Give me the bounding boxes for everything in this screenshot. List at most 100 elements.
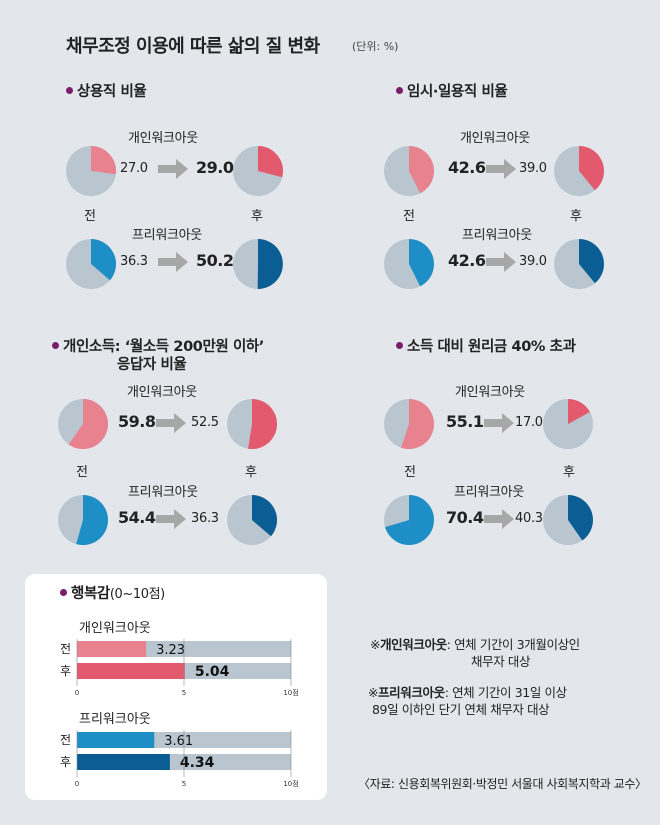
series-label: 프리워크아웃 [462,228,532,243]
footnote-line2: 채무자 대상 [471,654,531,669]
bar-value-label: 5.04 [195,664,230,680]
after-label: 후 [570,209,582,224]
bar [77,663,185,679]
tick-label: 5 [182,689,186,697]
pie-chart [66,146,116,196]
arrow-icon [486,252,516,272]
pie-chart [66,239,117,289]
tick-label: 10점 [283,689,298,697]
pie-slice [91,239,117,281]
series-label: 프리워크아웃 [454,485,524,500]
before-label: 전 [76,465,88,480]
pie-slice [76,495,109,545]
panel-title: 개인소득: ‘월소득 200만원 이하’ [52,338,264,356]
pie-chart [384,495,435,545]
bar-value-label: 3.23 [156,643,185,658]
pie-chart [543,399,593,449]
bar-value-label: 4.34 [180,755,215,771]
after-label: 후 [563,465,575,480]
bullet-dot [60,589,67,596]
arrow-icon [158,159,188,179]
pie-chart [384,146,435,196]
value-label: 52.5 [191,415,219,430]
series-label: 개인워크아웃 [128,131,198,146]
panel-title-line2: 응답자 비율 [117,357,187,373]
bullet-dot [52,342,59,349]
value-label: 42.6 [448,158,486,177]
before-label: 전 [60,642,71,656]
series-label: 프리워크아웃 [132,228,202,243]
value-label: 17.0 [515,415,543,430]
tick-label: 10점 [283,780,298,788]
pie-slice [91,146,116,175]
value-label: 59.8 [118,412,156,431]
pie-slice [579,146,605,191]
arrow-icon [158,252,188,272]
arrow-icon [484,413,514,433]
value-label: 70.4 [446,508,484,527]
bullet-dot [66,87,73,94]
value-label: 39.0 [519,161,547,176]
pie-slice [401,399,434,449]
value-label: 55.1 [446,412,484,431]
series-label: 개인워크아웃 [127,385,197,400]
source-label: 〈자료: 신용회복위원회·박정민 서울대 사회복지학과 교수〉 [358,777,647,791]
bar [77,641,147,657]
pie-chart [227,495,278,545]
series-label: 프리워크아웃 [128,485,198,500]
pie-chart [227,399,278,449]
tick-label: 0 [75,689,79,697]
pie-chart [554,146,605,196]
panel-title: 상용직 비율 [66,83,147,101]
value-label: 50.2 [196,251,234,270]
pie-slice [568,495,594,541]
pie-chart [543,495,594,545]
series-label: 개인워크아웃 [455,385,525,400]
before-label: 전 [403,209,415,224]
bullet-dot [396,342,403,349]
arrow-icon [156,413,186,433]
pie-chart [384,239,435,289]
bar [77,754,170,770]
group-label: 개인워크아웃 [79,621,151,636]
pie-slice [252,495,278,537]
value-label: 42.6 [448,251,486,270]
pie-slice [248,399,278,449]
value-label: 36.3 [191,511,219,526]
value-label: 36.3 [120,254,148,269]
value-label: 54.4 [118,508,156,527]
footnote-line2: 89일 이하인 단기 연체 채무자 대상 [372,702,550,717]
panel-title: 임시·일용직 비율 [396,83,508,101]
before-label: 전 [404,465,416,480]
pie-slice [409,146,435,194]
after-label: 후 [245,465,257,480]
pie-chart [384,399,434,449]
pie-chart [554,239,605,289]
pie-chart [58,399,108,449]
tick-label: 5 [182,780,186,788]
unit-label: (단위: %) [352,40,399,53]
pie-chart [58,495,109,545]
tick-label: 0 [75,780,79,788]
bar-chart-title: 행복감(0~10점) [60,585,165,604]
group-label: 프리워크아웃 [79,712,151,727]
series-label: 개인워크아웃 [460,131,530,146]
after-label: 후 [60,755,71,769]
pie-slice [68,399,108,449]
pie-slice [258,146,283,178]
value-label: 39.0 [519,254,547,269]
pie-chart [233,239,283,290]
value-label: 40.3 [515,511,543,526]
value-label: 29.0 [196,158,234,177]
after-label: 후 [60,664,71,678]
arrow-icon [486,159,516,179]
pie-slice [385,495,435,545]
pie-slice [568,399,590,424]
footnote: ※프리워크아웃: 연체 기간이 31일 이상 [368,685,567,700]
pie-chart [233,146,283,196]
bar [77,732,155,748]
value-label: 27.0 [120,161,148,176]
pie-slice [257,239,283,290]
arrow-icon [156,509,186,529]
